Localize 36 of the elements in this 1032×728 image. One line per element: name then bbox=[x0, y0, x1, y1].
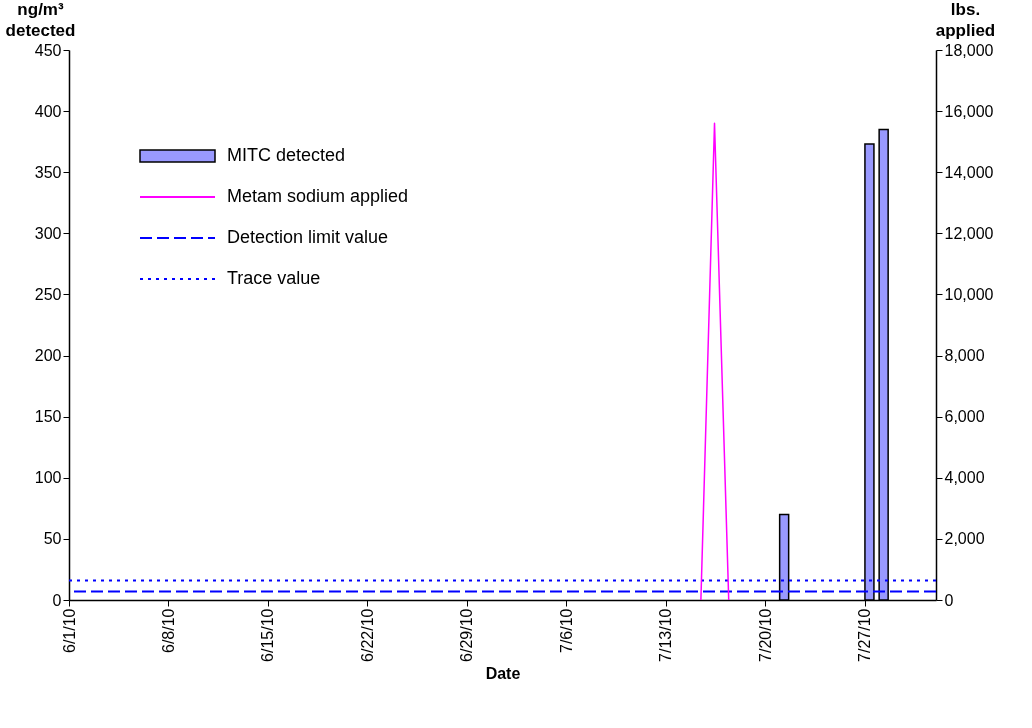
y2-tick-label: 14,000 bbox=[944, 163, 994, 181]
x-tick-label: 7/20/10 bbox=[756, 608, 774, 662]
y2-tick-label: 10,000 bbox=[944, 285, 994, 303]
legend-label: MITC detected bbox=[227, 145, 346, 165]
x-tick-label: 6/8/10 bbox=[159, 608, 177, 653]
x-tick-label: 7/27/10 bbox=[856, 608, 874, 662]
y2-tick-label: 0 bbox=[944, 591, 954, 609]
y2-tick-label: 2,000 bbox=[944, 530, 985, 548]
legend-label: Trace value bbox=[227, 268, 321, 288]
y2-axis-title: lbs. applied bbox=[935, 0, 996, 40]
x-tick-label: 6/29/10 bbox=[458, 608, 476, 662]
y-tick-label: 450 bbox=[34, 41, 62, 59]
y-tick-label: 150 bbox=[34, 408, 62, 426]
legend-label: Detection limit value bbox=[227, 227, 389, 247]
y-tick-label: 200 bbox=[34, 347, 62, 365]
x-tick-label: 6/1/10 bbox=[60, 608, 78, 653]
y2-tick-label: 12,000 bbox=[944, 224, 994, 242]
y-tick-label: 350 bbox=[34, 163, 62, 181]
y2-tick-label: 16,000 bbox=[944, 102, 994, 120]
y-tick-label: 50 bbox=[43, 530, 62, 548]
x-tick-label: 6/15/10 bbox=[259, 608, 277, 662]
y2-tick-label: 8,000 bbox=[944, 347, 985, 365]
x-axis-title: Date bbox=[485, 664, 521, 682]
legend-label: Metam sodium applied bbox=[227, 186, 409, 206]
y-tick-label: 250 bbox=[34, 285, 62, 303]
y-tick-label: 400 bbox=[34, 102, 62, 120]
x-tick-label: 7/13/10 bbox=[657, 608, 675, 662]
y2-tick-label: 4,000 bbox=[944, 469, 985, 487]
y-tick-label: 300 bbox=[34, 224, 62, 242]
x-tick-label: 6/22/10 bbox=[358, 608, 376, 662]
y-tick-label: 0 bbox=[52, 591, 62, 609]
y2-tick-label: 6,000 bbox=[944, 408, 985, 426]
y2-tick-label: 18,000 bbox=[944, 41, 994, 59]
y-axis-title: ng/m³ detected bbox=[5, 0, 76, 40]
x-tick-label: 7/6/10 bbox=[557, 608, 575, 653]
y-tick-label: 100 bbox=[34, 469, 62, 487]
